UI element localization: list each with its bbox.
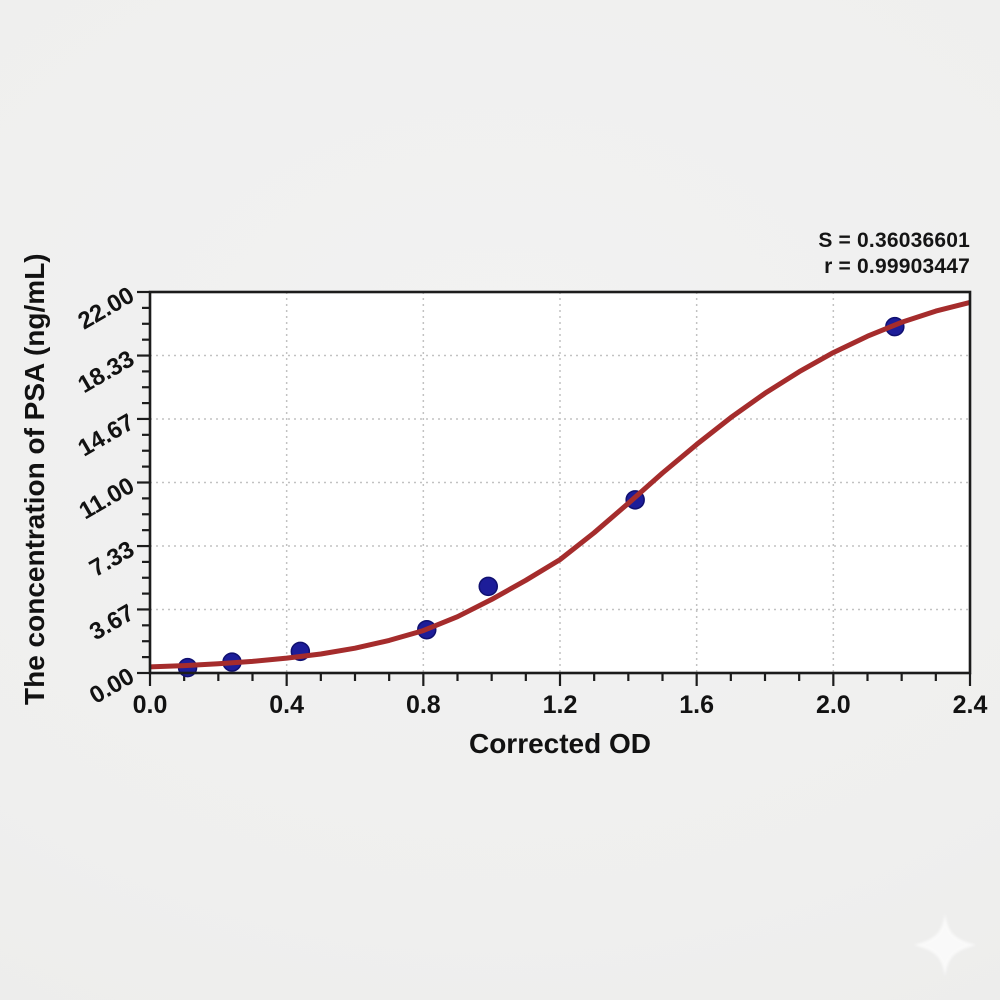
y-tick-label: 3.67: [85, 599, 139, 646]
x-tick-label: 2.4: [953, 691, 988, 719]
s-value-text: S = 0.36036601: [818, 229, 970, 252]
r-value-text: r = 0.99903447: [824, 255, 970, 278]
y-tick-label: 18.33: [73, 345, 139, 398]
y-tick-label: 22.00: [73, 282, 139, 335]
x-tick-label: 0.8: [406, 691, 441, 719]
fit-statistics: S = 0.36036601 r = 0.99903447: [818, 228, 970, 280]
y-tick-label: 0.00: [85, 663, 139, 710]
x-tick-label: 1.2: [543, 691, 578, 719]
x-axis-title: Corrected OD: [468, 728, 652, 759]
x-tick-label: 0.4: [269, 691, 304, 719]
fit-curve: [150, 299, 970, 670]
x-tick-label: 1.6: [679, 691, 714, 719]
sparkle-watermark-icon: [912, 912, 978, 978]
y-tick-label: 11.00: [75, 472, 139, 525]
x-tick-label: 2.0: [816, 691, 851, 719]
y-tick-label: 7.33: [85, 536, 139, 583]
x-tick-label: 0.0: [133, 691, 168, 719]
data-point: [478, 576, 498, 597]
plot-frame: [148, 290, 972, 675]
y-tick-label: 14.67: [73, 409, 139, 462]
